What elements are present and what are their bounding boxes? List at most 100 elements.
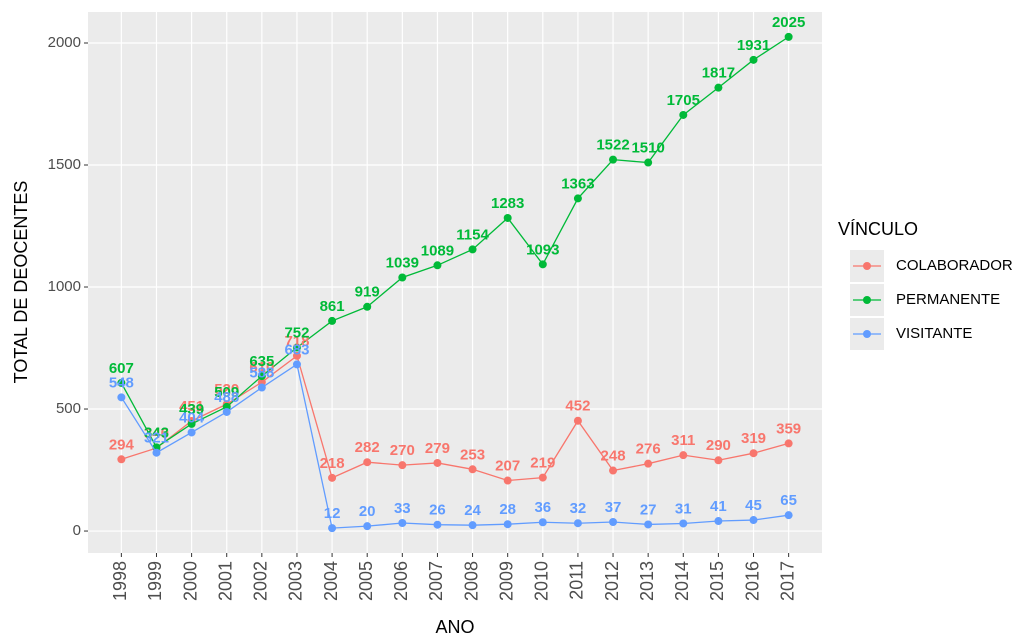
data-label: 20: [359, 503, 376, 520]
data-label: 32: [570, 500, 587, 517]
legend-point: [863, 296, 871, 304]
point: [328, 524, 337, 533]
x-tick-label: 2001: [215, 561, 235, 601]
data-label: 28: [499, 501, 516, 518]
point: [328, 473, 337, 482]
x-tick-label: 2002: [251, 561, 271, 601]
point: [679, 451, 688, 460]
point: [538, 260, 547, 269]
data-label: 41: [710, 498, 727, 515]
legend-label: VISITANTE: [896, 325, 972, 342]
point: [468, 521, 477, 530]
data-label: 359: [776, 420, 801, 437]
x-tick-label: 2009: [496, 561, 516, 601]
point: [679, 110, 688, 119]
point: [398, 461, 407, 470]
point: [292, 360, 301, 369]
point: [644, 459, 653, 468]
point: [433, 520, 442, 529]
data-label: 294: [109, 436, 135, 453]
point: [363, 458, 372, 467]
point: [784, 32, 793, 41]
data-label: 509: [214, 384, 239, 401]
point: [468, 245, 477, 254]
point: [257, 383, 266, 392]
point: [328, 316, 337, 325]
x-tick-label: 2004: [321, 561, 341, 601]
y-tick-label: 2000: [48, 34, 81, 51]
data-label: 452: [565, 398, 590, 415]
x-tick-label: 2017: [777, 561, 797, 601]
data-label: 36: [534, 499, 551, 516]
point: [433, 458, 442, 467]
data-label: 451: [179, 398, 204, 415]
data-label: 1039: [386, 254, 419, 271]
x-tick-label: 2010: [532, 561, 552, 601]
data-label: 683: [284, 341, 309, 358]
point: [222, 407, 231, 416]
data-label: 1705: [667, 92, 700, 109]
data-label: 270: [390, 442, 415, 459]
data-label: 488: [214, 389, 239, 406]
data-label: 45: [745, 497, 762, 514]
data-label: 1363: [561, 175, 594, 192]
y-tick-label: 1000: [48, 278, 81, 295]
point: [749, 55, 758, 64]
data-label: 290: [706, 437, 731, 454]
x-tick-label: 2003: [286, 561, 306, 601]
x-tick-label: 1999: [145, 561, 165, 601]
data-label: 752: [284, 325, 309, 342]
data-label: 279: [425, 440, 450, 457]
x-tick-label: 2011: [567, 561, 587, 600]
point: [749, 516, 758, 525]
point: [573, 416, 582, 425]
point: [468, 465, 477, 474]
data-label: 607: [109, 360, 134, 377]
data-label: 1093: [526, 241, 559, 258]
point: [609, 466, 618, 475]
point: [152, 448, 161, 457]
point: [784, 439, 793, 448]
series-line: [120, 36, 789, 449]
point: [398, 273, 407, 282]
point: [644, 158, 653, 167]
x-tick-label: 2006: [391, 561, 411, 601]
point: [503, 476, 512, 485]
point: [433, 261, 442, 270]
data-label: 404: [179, 409, 205, 426]
data-label: 1817: [702, 65, 735, 82]
x-axis-title: ANO: [435, 617, 474, 637]
data-label: 919: [355, 284, 380, 301]
data-label: 37: [605, 499, 622, 516]
legend-label: COLABORADOR: [896, 257, 1013, 274]
data-label: 31: [675, 500, 692, 517]
data-label: 1283: [491, 195, 524, 212]
point: [644, 520, 653, 529]
point: [257, 372, 266, 381]
data-label: 27: [640, 501, 657, 518]
point: [714, 456, 723, 465]
data-label: 276: [636, 441, 661, 458]
data-label: 207: [495, 457, 520, 474]
point: [573, 194, 582, 203]
data-label: 548: [109, 374, 134, 391]
point: [573, 519, 582, 528]
data-label: 588: [249, 365, 274, 382]
data-label: 610: [249, 359, 274, 376]
data-label: 218: [320, 455, 345, 472]
data-label: 1154: [456, 226, 489, 243]
point: [749, 449, 758, 458]
point: [398, 518, 407, 527]
point: [117, 393, 126, 402]
x-tick-label: 2008: [461, 561, 481, 601]
x-tick-label: 2013: [637, 561, 657, 601]
y-tick-label: 1500: [48, 156, 81, 173]
data-label: 26: [429, 502, 446, 519]
data-label: 282: [355, 439, 380, 456]
data-label: 33: [394, 500, 411, 517]
point: [714, 83, 723, 92]
point: [538, 518, 547, 527]
data-label: 321: [144, 430, 169, 447]
series-line: [120, 363, 789, 529]
x-tick-label: 2016: [742, 561, 762, 601]
